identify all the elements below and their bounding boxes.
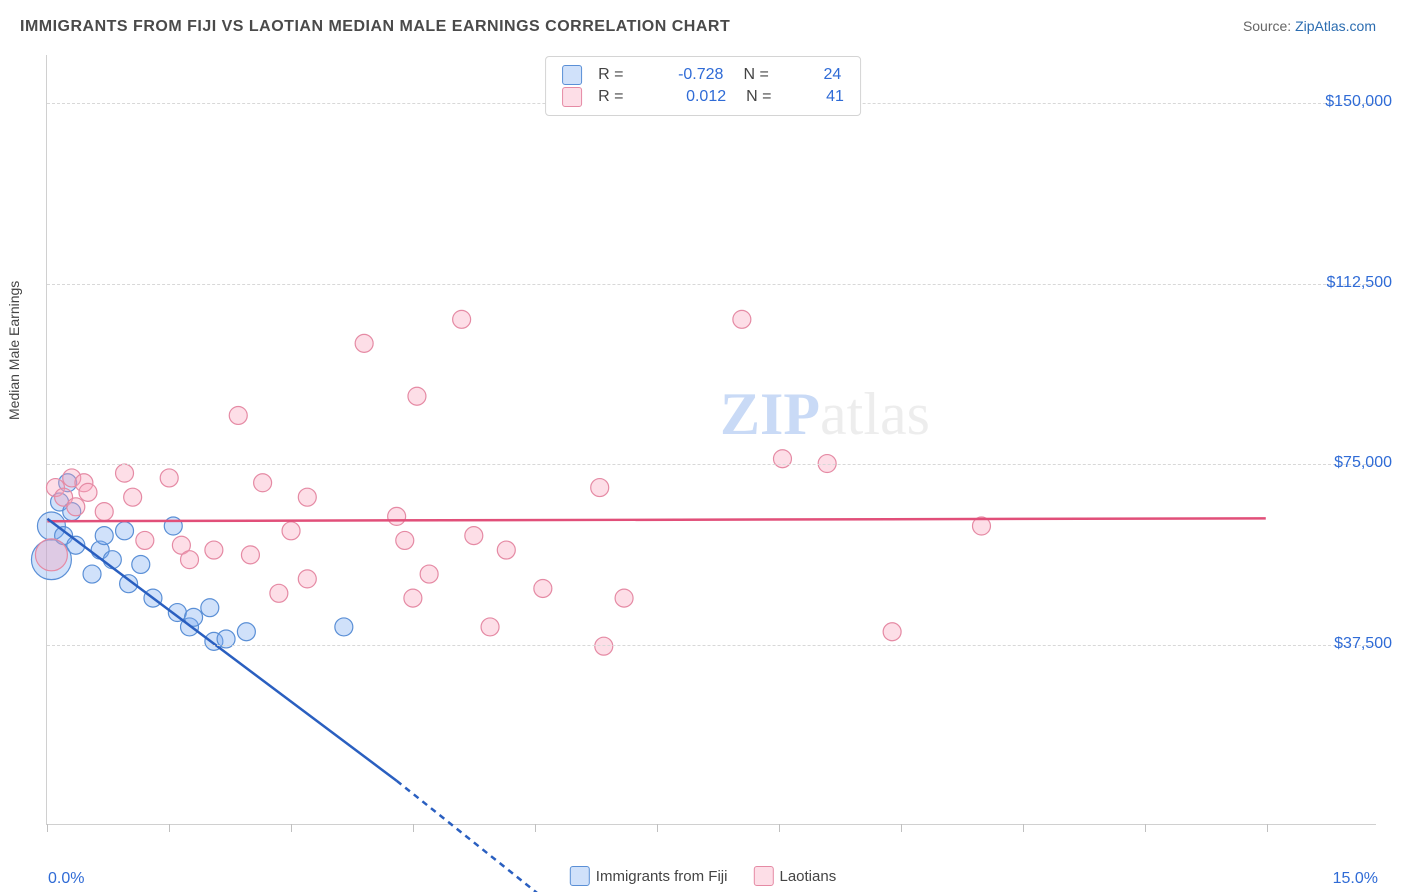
- chart-title: IMMIGRANTS FROM FIJI VS LAOTIAN MEDIAN M…: [20, 18, 730, 36]
- scatter-svg: [47, 55, 1376, 824]
- stats-row-fiji: R = -0.728 N = 24: [562, 65, 844, 85]
- regression-line: [47, 518, 1265, 521]
- n-value-fiji: 24: [823, 66, 841, 84]
- data-point: [481, 618, 499, 636]
- data-point: [136, 531, 154, 549]
- legend-swatch-laotian: [753, 866, 773, 886]
- data-point: [237, 623, 255, 641]
- data-point: [497, 541, 515, 559]
- data-point: [453, 310, 471, 328]
- swatch-fiji: [562, 65, 582, 85]
- data-point: [116, 522, 134, 540]
- data-point: [591, 479, 609, 497]
- x-tick: [169, 824, 170, 832]
- data-point: [355, 334, 373, 352]
- legend-item-laotian: Laotians: [753, 866, 836, 886]
- y-tick-label: $150,000: [1272, 93, 1392, 111]
- swatch-laotian: [562, 87, 582, 107]
- data-point: [205, 541, 223, 559]
- data-point: [883, 623, 901, 641]
- data-point: [95, 527, 113, 545]
- data-point: [116, 464, 134, 482]
- x-axis-max-label: 15.0%: [1333, 870, 1378, 888]
- y-tick-label: $37,500: [1272, 635, 1392, 653]
- data-point: [160, 469, 178, 487]
- legend-label-laotian: Laotians: [779, 868, 836, 885]
- stats-row-laotian: R = 0.012 N = 41: [562, 87, 844, 107]
- data-point: [132, 555, 150, 573]
- x-tick: [1267, 824, 1268, 832]
- data-point: [124, 488, 142, 506]
- r-label: R =: [598, 66, 668, 84]
- data-point: [298, 488, 316, 506]
- n-value-laotian: 41: [826, 88, 844, 106]
- source-label: Source:: [1243, 18, 1291, 34]
- data-point: [270, 584, 288, 602]
- data-point: [465, 527, 483, 545]
- data-point: [615, 589, 633, 607]
- n-label-2: N =: [746, 88, 816, 106]
- data-point: [103, 551, 121, 569]
- data-point: [595, 637, 613, 655]
- r-label-2: R =: [598, 88, 668, 106]
- x-tick: [1023, 824, 1024, 832]
- x-axis-min-label: 0.0%: [48, 870, 84, 888]
- data-point: [35, 539, 67, 571]
- source-attribution: Source: ZipAtlas.com: [1243, 18, 1376, 34]
- legend-swatch-fiji: [570, 866, 590, 886]
- n-label: N =: [743, 66, 813, 84]
- data-point: [67, 498, 85, 516]
- legend-item-fiji: Immigrants from Fiji: [570, 866, 728, 886]
- data-point: [254, 474, 272, 492]
- legend-label-fiji: Immigrants from Fiji: [596, 868, 728, 885]
- data-point: [420, 565, 438, 583]
- y-axis-label: Median Male Earnings: [6, 281, 22, 420]
- x-tick: [535, 824, 536, 832]
- data-point: [335, 618, 353, 636]
- x-tick: [1145, 824, 1146, 832]
- y-tick-label: $75,000: [1272, 454, 1392, 472]
- correlation-stats-box: R = -0.728 N = 24 R = 0.012 N = 41: [545, 56, 861, 116]
- data-point: [241, 546, 259, 564]
- data-point: [79, 483, 97, 501]
- gridline: [47, 284, 1376, 285]
- data-point: [229, 406, 247, 424]
- data-point: [201, 599, 219, 617]
- gridline: [47, 645, 1376, 646]
- legend-bottom: Immigrants from Fiji Laotians: [570, 866, 836, 886]
- x-tick: [657, 824, 658, 832]
- data-point: [388, 507, 406, 525]
- data-point: [404, 589, 422, 607]
- regression-line: [397, 781, 559, 892]
- data-point: [408, 387, 426, 405]
- data-point: [83, 565, 101, 583]
- x-tick: [779, 824, 780, 832]
- data-point: [282, 522, 300, 540]
- source-link[interactable]: ZipAtlas.com: [1295, 18, 1376, 34]
- data-point: [534, 580, 552, 598]
- data-point: [396, 531, 414, 549]
- y-tick-label: $112,500: [1272, 274, 1392, 292]
- x-tick: [47, 824, 48, 832]
- data-point: [298, 570, 316, 588]
- data-point: [733, 310, 751, 328]
- data-point: [95, 503, 113, 521]
- r-value-fiji: -0.728: [678, 66, 723, 84]
- r-value-laotian: 0.012: [686, 88, 726, 106]
- x-tick: [413, 824, 414, 832]
- chart-plot-area: [46, 55, 1376, 825]
- x-tick: [901, 824, 902, 832]
- gridline: [47, 464, 1376, 465]
- data-point: [181, 551, 199, 569]
- regression-line: [47, 519, 396, 781]
- x-tick: [291, 824, 292, 832]
